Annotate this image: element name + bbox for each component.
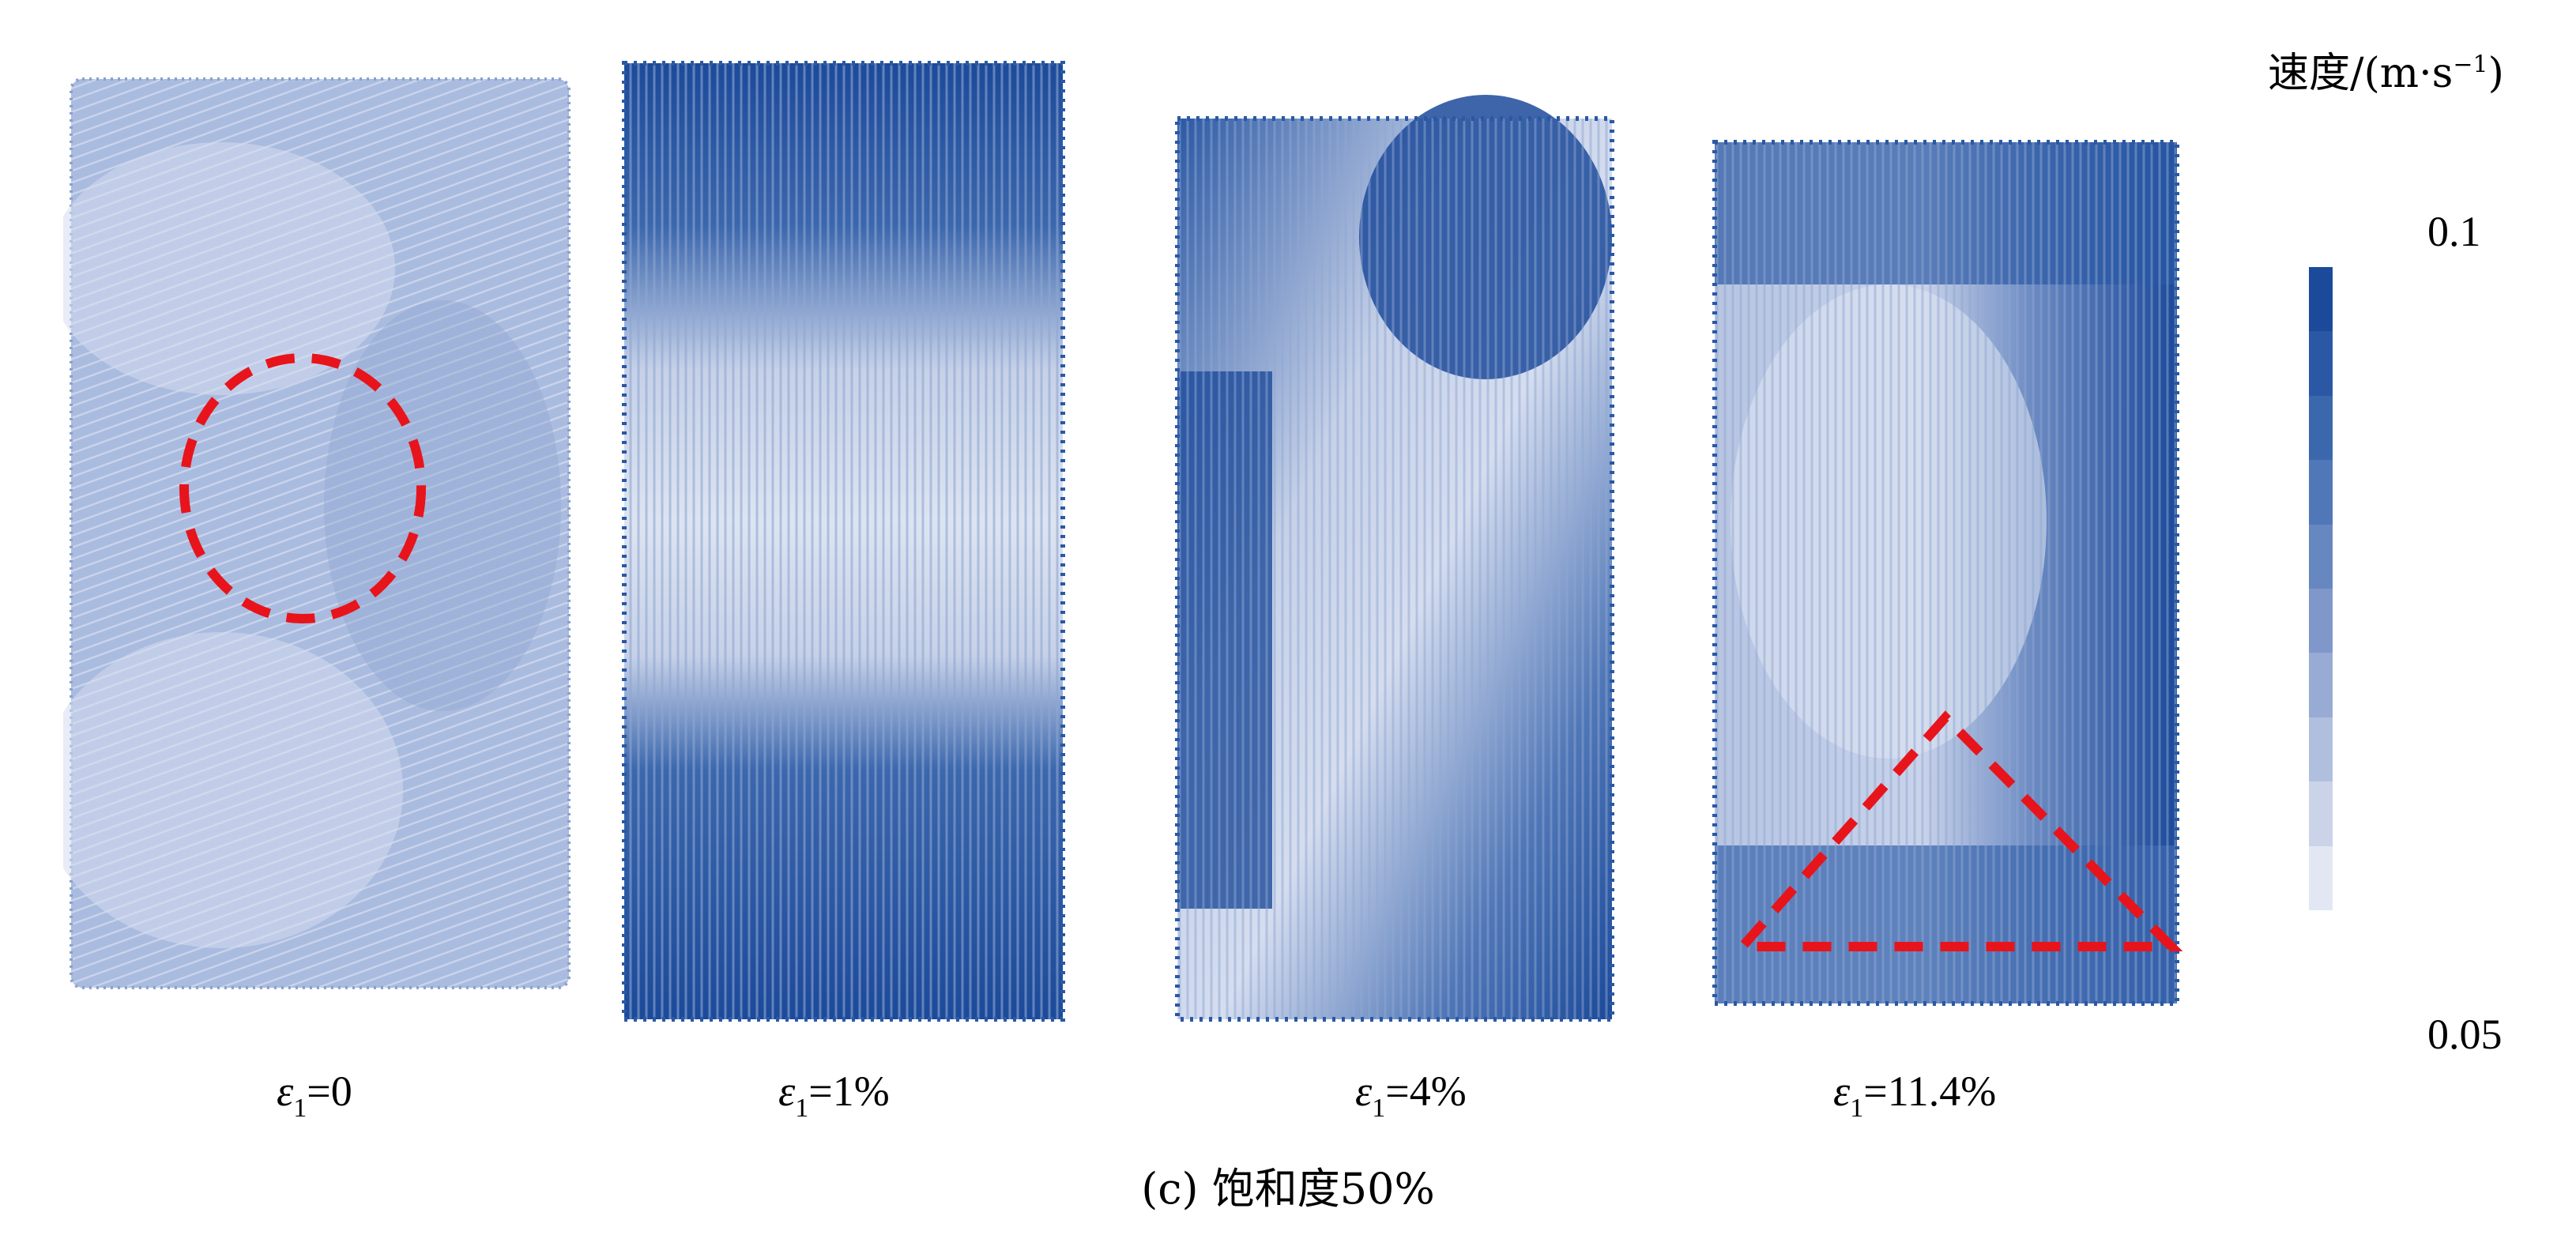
legend-colorbar-segment xyxy=(2309,395,2333,461)
figure-caption: (c) 饱和度50% xyxy=(1141,1164,1435,1214)
legend-colorbar-segment xyxy=(2309,331,2333,396)
legend-colorbar-segment xyxy=(2309,589,2333,653)
legend-colorbar xyxy=(2309,267,2333,911)
legend-colorbar-segment xyxy=(2309,524,2333,589)
circle-annotation xyxy=(179,353,426,623)
panel-strain-0 xyxy=(63,32,577,1027)
panel-label-strain-1pct: ε1=1% xyxy=(778,1067,890,1123)
legend-colorbar-segment xyxy=(2309,717,2333,782)
triangle-annotation xyxy=(1731,710,2183,951)
velocity-field-plot-4pct xyxy=(1175,95,1614,1022)
legend-colorbar-segment xyxy=(2309,460,2333,525)
legend-title: 速度/(m·s−1) xyxy=(2268,50,2504,97)
panel-label-strain-0: ε1=0 xyxy=(277,1067,352,1123)
panel-strain-4pct xyxy=(1169,32,1620,1027)
velocity-field-plot-11-4pct xyxy=(1712,140,2179,1006)
panel-strain-11-4pct xyxy=(1707,32,2189,1027)
velocity-field-plot-1pct xyxy=(622,61,1065,1022)
legend-colorbar-segment xyxy=(2309,781,2333,846)
legend-colorbar-segment xyxy=(2309,845,2333,911)
legend-max-label: 0.1 xyxy=(2427,208,2481,255)
legend-colorbar-segment xyxy=(2309,653,2333,717)
legend-min-label: 0.05 xyxy=(2427,1011,2503,1058)
velocity-field-plot-0 xyxy=(63,77,571,989)
legend-colorbar-segment xyxy=(2309,267,2333,332)
panel-strain-1pct xyxy=(612,32,1075,1027)
panel-label-strain-4pct: ε1=4% xyxy=(1355,1067,1467,1123)
panel-label-strain-11-4pct: ε1=11.4% xyxy=(1833,1067,1997,1123)
